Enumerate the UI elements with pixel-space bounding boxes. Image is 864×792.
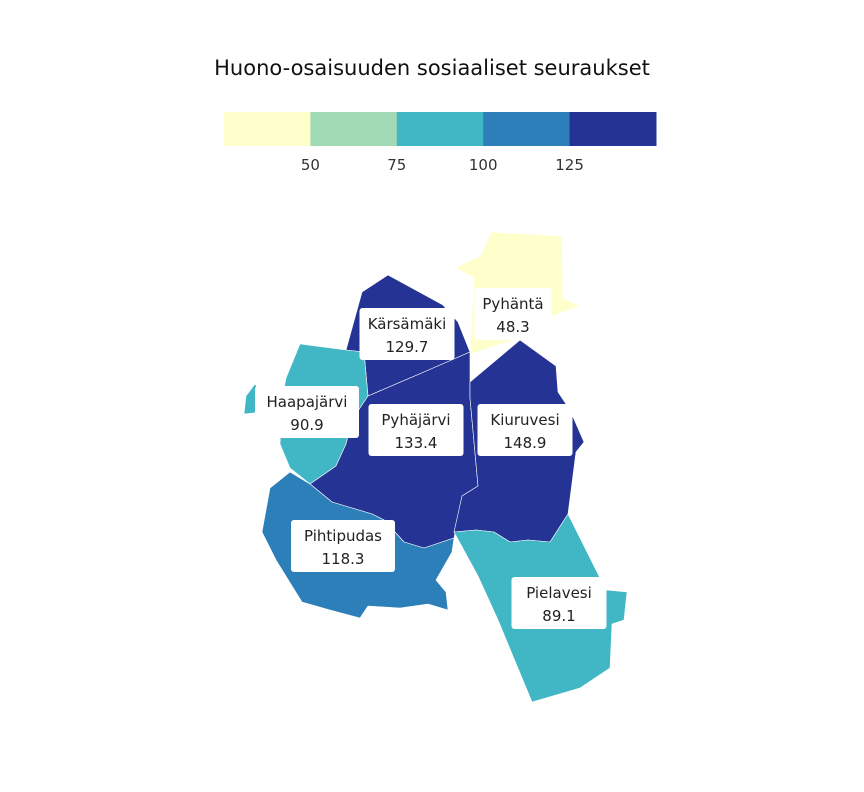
legend-tick-label: 75: [387, 156, 406, 174]
legend-swatch: [224, 112, 311, 146]
region-value-label: 148.9: [504, 434, 547, 452]
region-label-box: [359, 308, 455, 360]
region-value-label: 48.3: [496, 318, 529, 336]
legend-tick-label: 50: [301, 156, 320, 174]
region-name-label: Pielavesi: [526, 584, 592, 602]
region-name-label: Kiuruvesi: [490, 411, 559, 429]
region-label-box: [511, 577, 607, 629]
region-value-label: 118.3: [322, 550, 365, 568]
legend-swatch: [569, 112, 657, 146]
legend-tick-label: 100: [469, 156, 498, 174]
region-name-label: Pihtipudas: [304, 527, 382, 545]
region-value-label: 90.9: [290, 416, 323, 434]
region-label-box: [474, 288, 552, 340]
region-name-label: Pyhäntä: [482, 295, 543, 313]
region-name-label: Kärsämäki: [368, 315, 447, 333]
legend-swatch: [310, 112, 398, 146]
region-value-label: 133.4: [395, 434, 438, 452]
region-value-label: 89.1: [542, 607, 575, 625]
chart-title: Huono-osaisuuden sosiaaliset seuraukset: [214, 56, 650, 80]
region-label-box: [477, 404, 573, 456]
region-name-label: Pyhäjärvi: [381, 411, 450, 429]
region-label-box: [291, 520, 395, 572]
region-name-label: Haapajärvi: [267, 393, 348, 411]
region-label-box: [368, 404, 464, 456]
region-value-label: 129.7: [386, 338, 429, 356]
region-label-box: [255, 386, 359, 438]
legend-swatch: [396, 112, 484, 146]
legend-swatch: [483, 112, 571, 146]
legend-tick-label: 125: [555, 156, 584, 174]
